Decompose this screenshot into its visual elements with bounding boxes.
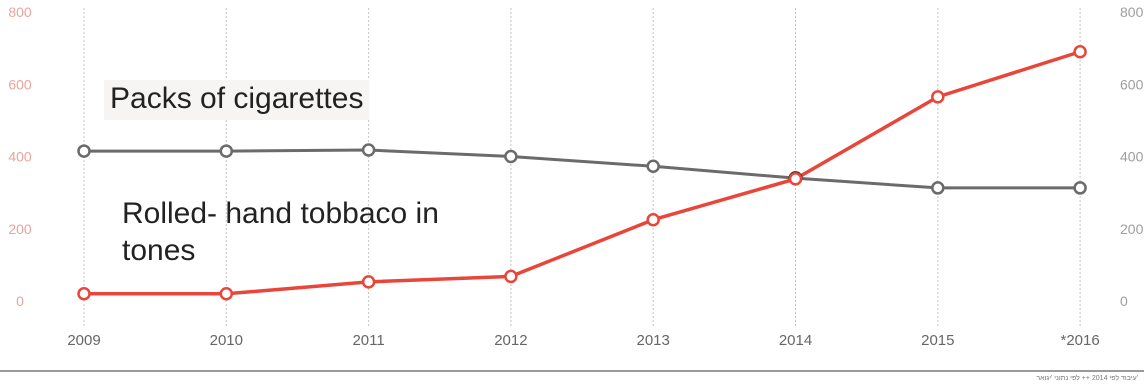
bottom-rule	[0, 370, 1144, 372]
data-point-1-*2016	[1073, 44, 1087, 59]
data-point-0-2011	[361, 143, 376, 157]
y-tick-left-800: 800	[8, 4, 32, 20]
series-points	[77, 44, 1087, 301]
y-tick-right-600: 600	[1120, 76, 1144, 92]
x-axis: 2009 2010 2011 2012 2013 2014 2015 *2016	[67, 332, 1099, 349]
data-point-1-2010	[219, 287, 234, 301]
x-tick-2014: 2014	[779, 332, 812, 349]
series-lines	[84, 50, 1081, 296]
data-point-1-2014	[788, 172, 803, 186]
series-line-0	[84, 148, 1081, 190]
y-tick-right-400: 400	[1120, 149, 1144, 165]
x-tick-2011: 2011	[352, 332, 384, 349]
data-point-1-2015	[931, 90, 945, 104]
x-tick-2015: 2015	[921, 332, 954, 349]
y-tick-right-200: 200	[1120, 221, 1144, 237]
data-point-1-2009	[77, 287, 91, 301]
y-axis-right: 0 200 400 600 800	[1120, 4, 1144, 309]
y-tick-right-0: 0	[1120, 293, 1128, 309]
x-tick-2009: 2009	[67, 332, 100, 349]
y-axis-left: 0 200 400 600 800	[8, 4, 32, 309]
x-tick-2013: 2013	[637, 332, 670, 349]
data-point-0-*2016	[1073, 181, 1087, 195]
x-tick-2012: 2012	[494, 332, 527, 349]
annotation-packs-of-cigarettes: Packs of cigarettes	[104, 80, 370, 120]
x-tick-*2016: *2016	[1060, 332, 1099, 349]
data-point-1-2012	[504, 269, 518, 284]
data-point-0-2010	[219, 144, 234, 158]
y-tick-left-600: 600	[8, 76, 32, 92]
y-tick-left-400: 400	[8, 149, 32, 165]
y-tick-left-200: 200	[8, 221, 32, 237]
data-point-0-2012	[504, 149, 518, 164]
data-point-1-2011	[361, 275, 376, 289]
data-point-0-2009	[77, 144, 91, 158]
source-footnote: עיבוד לפי 2014 ++ לפי נתוני 'יגואר'	[1036, 375, 1138, 382]
annotation-rolled-hand-tobacco: Rolled- hand tobbaco in tones	[122, 197, 439, 267]
series-line-1	[84, 50, 1081, 296]
data-point-0-2015	[931, 181, 945, 195]
y-tick-left-0: 0	[16, 293, 24, 309]
data-point-1-2013	[646, 212, 660, 227]
y-tick-right-800: 800	[1120, 4, 1144, 20]
data-point-0-2013	[646, 159, 660, 174]
gridlines	[83, 8, 1081, 328]
x-tick-2010: 2010	[210, 332, 243, 349]
